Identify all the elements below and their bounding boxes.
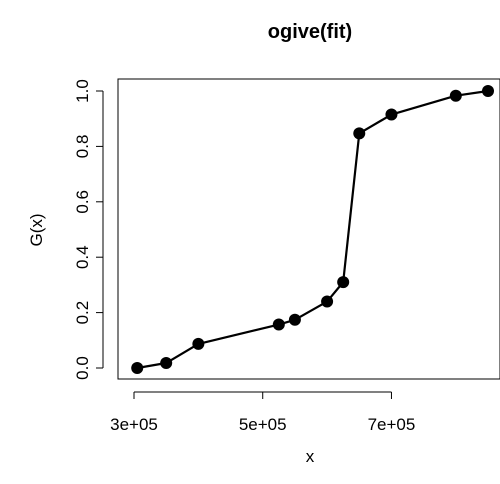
data-point — [131, 362, 144, 374]
y-tick-label: 0.8 — [73, 135, 92, 159]
y-tick-label: 0.4 — [73, 245, 92, 269]
data-point — [192, 337, 205, 350]
y-axis: 0.0 0.2 0.4 0.6 0.8 1.0 — [73, 79, 104, 380]
data-point — [288, 313, 301, 326]
data-point — [321, 295, 334, 308]
data-point — [337, 276, 350, 289]
data-point — [353, 127, 366, 140]
x-axis: 3e+05 5e+05 7e+05 — [110, 391, 416, 434]
x-tick-label: 3e+05 — [110, 415, 158, 434]
plot-frame — [117, 78, 500, 380]
y-tick-label: 0.6 — [73, 190, 92, 214]
y-tick-label: 0.2 — [73, 301, 92, 325]
data-point — [272, 318, 285, 331]
x-tick-label: 7e+05 — [368, 415, 416, 434]
y-tick-label: 1.0 — [73, 79, 92, 103]
chart-title: ogive(fit) — [268, 21, 352, 43]
data-point — [385, 108, 398, 121]
ogive-line — [137, 89, 489, 370]
data-point — [449, 89, 462, 102]
data-point — [482, 85, 494, 97]
data-point — [160, 357, 173, 370]
x-axis-label: x — [306, 447, 315, 466]
data-series — [131, 85, 494, 374]
x-tick-label: 5e+05 — [239, 415, 287, 434]
y-axis-label: G(x) — [27, 213, 46, 246]
y-tick-label: 0.0 — [73, 356, 92, 380]
